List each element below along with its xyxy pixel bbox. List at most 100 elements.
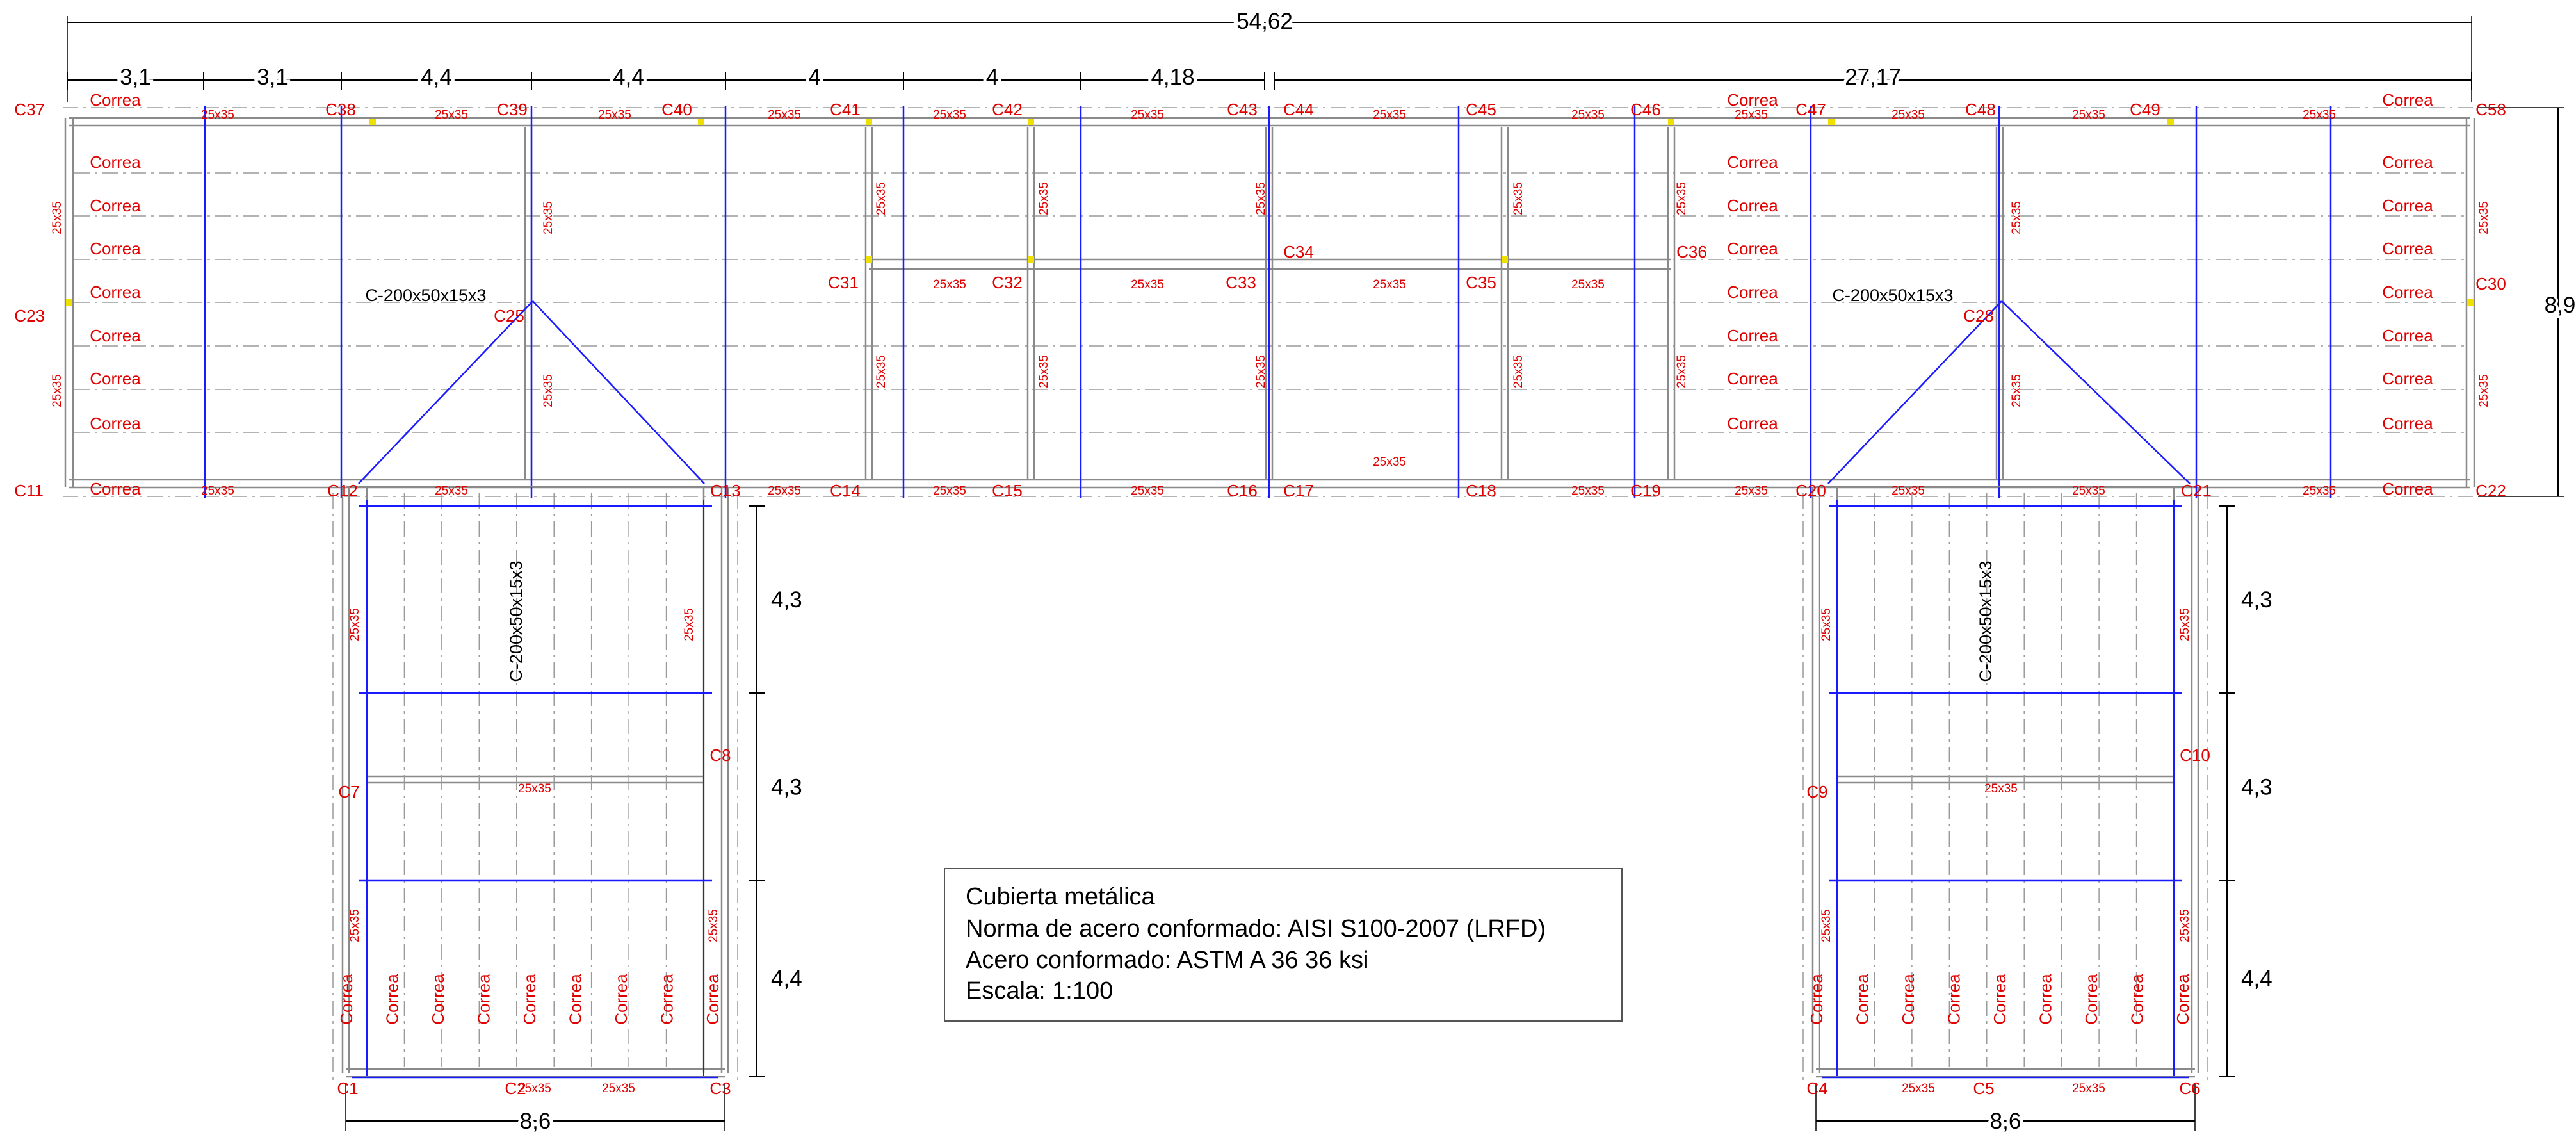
node-mark [1028, 256, 1034, 263]
column-label-c16: C16 [1227, 481, 1258, 500]
dimension-wing-segment-text: 4,3 [771, 587, 802, 612]
beam-size-label: 25x35 [2477, 374, 2491, 407]
dimension-segment-text: 3,1 [120, 65, 151, 90]
purlin-label: Correa [2382, 414, 2433, 433]
beam-size-label: 25x35 [518, 1082, 551, 1095]
column-label-c2: C2 [505, 1079, 526, 1098]
dimension-height-text: 8,9 [2545, 293, 2576, 318]
beam-size-label: 25x35 [542, 374, 555, 407]
purlin-label: Correa [1945, 974, 1964, 1025]
column-label-c43: C43 [1227, 100, 1258, 119]
dimension-right-span-text: 27,17 [1845, 65, 1901, 90]
note-line-1: Cubierta metálica [966, 883, 1156, 910]
purlin-label: Correa [2036, 974, 2055, 1025]
dimension-segment-text: 4,18 [1151, 65, 1194, 90]
beam-size-label: 25x35 [2072, 1082, 2105, 1095]
column-label-c3: C3 [709, 1079, 731, 1098]
beam-size-label: 25x35 [1675, 355, 1689, 388]
purlin-label: Correa [2382, 239, 2433, 258]
purlin-label: Correa [90, 369, 141, 388]
beam-size-label: 25x35 [1571, 484, 1605, 498]
purlin-label: Correa [1727, 414, 1778, 433]
purlin-label: Correa [90, 152, 141, 172]
beam-size-label: 25x35 [1512, 182, 1525, 215]
dimension-wing-segment-text: 4,4 [771, 967, 802, 992]
column-label-c44: C44 [1283, 100, 1314, 119]
beam-size-label: 25x35 [598, 108, 631, 122]
beam-size-label: 25x35 [435, 108, 468, 122]
node-mark [1828, 119, 1835, 125]
dimension-wing-segment-text: 4,3 [771, 775, 802, 800]
section-label: C-200x50x15x3 [1976, 560, 1995, 682]
beam-size-label: 25x35 [1254, 182, 1268, 215]
dimension-segment-text: 3,1 [257, 65, 288, 90]
purlin-label: Correa [612, 974, 631, 1025]
column-label-c17: C17 [1283, 481, 1314, 500]
column-label-c22: C22 [2475, 481, 2506, 500]
purlin-label: Correa [1727, 282, 1778, 302]
column-label-c46: C46 [1630, 100, 1661, 119]
hip-ridge-line [358, 300, 533, 484]
column-label-c58: C58 [2475, 100, 2506, 119]
dimension-lines: 54,62 3,1 3,1 4,4 4,4 4 4 4,18 27,17 8,9 8,6 4,3 4,3… [67, 6, 2576, 1137]
beam-size-label: 25x35 [2477, 201, 2491, 234]
node-mark [866, 119, 872, 125]
column-label-c47: C47 [1795, 100, 1826, 119]
dimension-wing-width-text: 8,6 [1990, 1109, 2021, 1134]
column-label-c34: C34 [1283, 242, 1314, 261]
column-label-c32: C32 [992, 273, 1023, 292]
purlin-label: Correa [2382, 479, 2433, 498]
beam-size-label: 25x35 [768, 108, 801, 122]
node-mark [369, 119, 376, 125]
purlin-label: Correa [2382, 196, 2433, 215]
beam-size-label: 25x35 [1037, 182, 1051, 215]
column-label-c15: C15 [992, 481, 1023, 500]
notes-box: Cubierta metálica Norma de acero conform… [944, 868, 1623, 1022]
beam-size-label: 25x35 [1373, 108, 1406, 122]
beam-size-label: 25x35 [1571, 278, 1605, 291]
notes-box-frame [944, 868, 1623, 1022]
dimension-segment-text: 4,4 [613, 65, 644, 90]
column-label-c36: C36 [1676, 242, 1707, 261]
purlin-label: Correa [2082, 974, 2101, 1025]
purlin-label: Correa [1807, 974, 1826, 1025]
hip-ridge-line [532, 300, 705, 484]
beam-size-label: 25x35 [1571, 108, 1605, 122]
beam-size-label: 25x35 [707, 909, 720, 942]
purlin-label: Correa [2382, 369, 2433, 388]
column-label-c42: C42 [992, 100, 1023, 119]
column-label-c31: C31 [828, 273, 859, 292]
column-label-c28: C28 [1963, 306, 1994, 325]
purlin-label: Correa [1727, 369, 1778, 388]
dimension-wing-segment-text: 4,4 [2241, 967, 2272, 992]
beam-size-label: 25x35 [602, 1082, 635, 1095]
beam-size-label: 25x35 [1512, 355, 1525, 388]
dimension-wing-width-text: 8,6 [520, 1109, 551, 1134]
purlin-label: Correa [2382, 90, 2433, 110]
purlin-label: Correa [1727, 196, 1778, 215]
purlin-label: Correa [2382, 152, 2433, 172]
beam-size-label: 25x35 [875, 182, 888, 215]
beam-size-label: 25x35 [933, 278, 966, 291]
purlin-label: Correa [2173, 974, 2192, 1025]
column-label-c23: C23 [14, 306, 45, 325]
beam-size-label: 25x35 [348, 608, 362, 641]
beam-size-label: 25x35 [2178, 909, 2192, 942]
node-mark [866, 256, 872, 263]
node-mark [1668, 119, 1674, 125]
column-label-c9: C9 [1806, 782, 1827, 801]
dimension-segment-text: 4 [808, 65, 820, 90]
purlin-label: Correa [2128, 974, 2147, 1025]
beam-size-label: 25x35 [933, 484, 966, 498]
beam-size-label: 25x35 [1820, 909, 1833, 942]
beam-size-label: 25x35 [542, 201, 555, 234]
beam-size-label: 25x35 [1820, 608, 1833, 641]
column-label-c41: C41 [830, 100, 861, 119]
plan-labels: C37 C38 C39 C40 C41 C42 C43 C44 C45 C46 C47 C48 C49 C… [14, 90, 2506, 1098]
beam-size-label: 25x35 [1373, 278, 1406, 291]
dimension-wing-segment-text: 4,3 [2241, 587, 2272, 612]
column-label-c40: C40 [661, 100, 692, 119]
beam-size-label: 25x35 [348, 909, 362, 942]
beam-size-label: 25x35 [1891, 108, 1925, 122]
